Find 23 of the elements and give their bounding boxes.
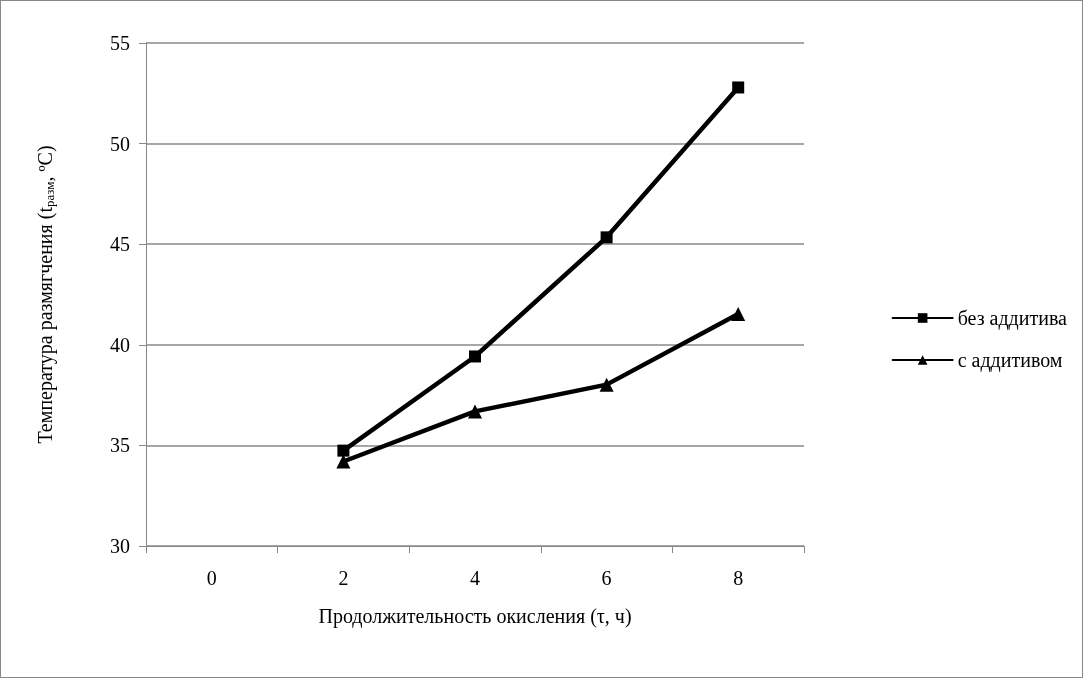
- point: [336, 454, 351, 469]
- y-axis-title: Температура размягчения (tразм, ºC): [33, 145, 57, 444]
- x-tick-label: 8: [733, 567, 744, 589]
- x-tick-label: 6: [601, 567, 612, 589]
- y-tick-label: 45: [110, 233, 130, 256]
- point: [732, 81, 745, 94]
- y-tick-label: 55: [110, 32, 130, 54]
- x-tick-label: 2: [338, 567, 349, 589]
- point: [600, 231, 613, 244]
- legend-label: с аддитивом: [957, 349, 1063, 372]
- y-tick-label: 40: [110, 333, 130, 356]
- y-tick-label: 30: [110, 535, 130, 557]
- point: [468, 404, 482, 419]
- point: [469, 350, 481, 363]
- x-tick-label: 0: [206, 567, 217, 589]
- y-tick-label: 50: [110, 132, 130, 155]
- point: [731, 307, 746, 322]
- legend-label: без аддитива: [957, 307, 1068, 330]
- x-tick-label: 4: [470, 567, 480, 589]
- point: [599, 377, 614, 392]
- point: [337, 444, 350, 457]
- y-tick-label: 35: [110, 434, 130, 457]
- x-axis-title: Продолжительность окисления (τ, ч): [318, 605, 632, 628]
